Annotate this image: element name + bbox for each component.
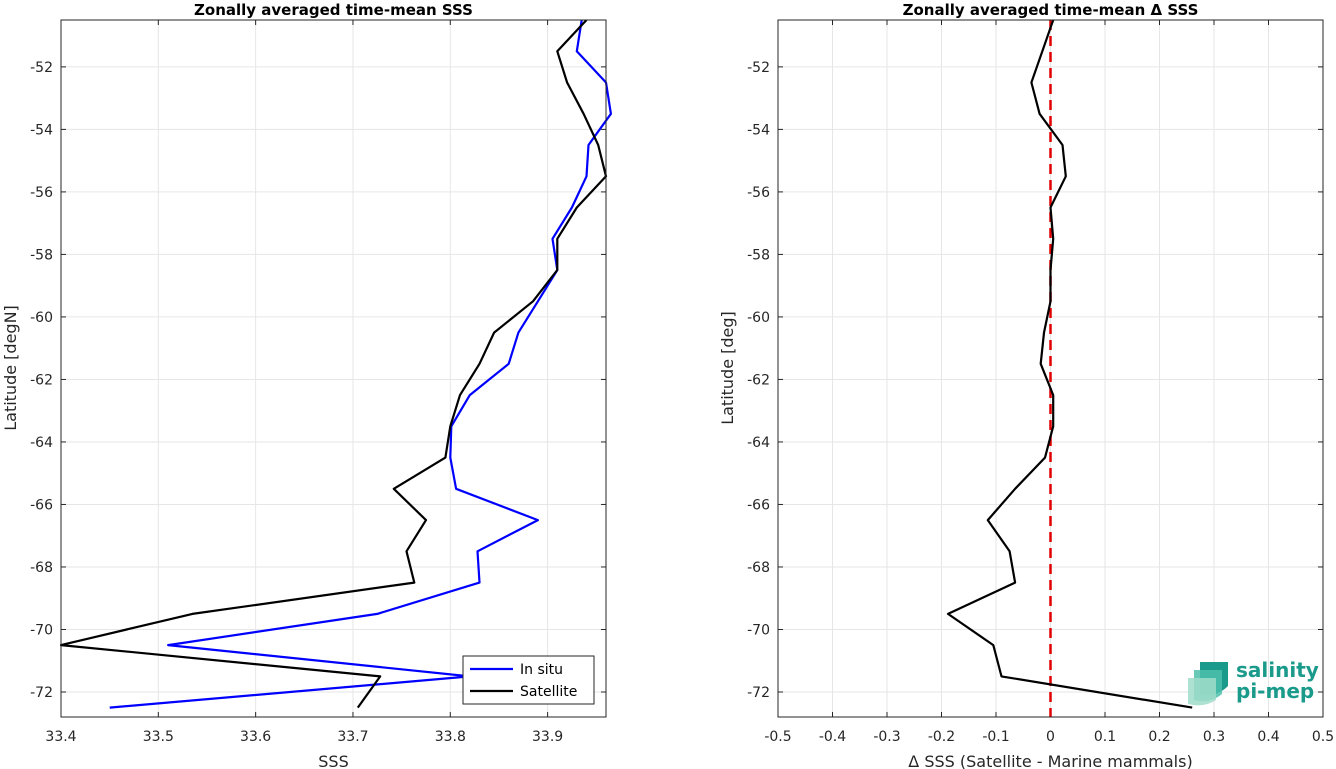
x-tick-label: 0.3 xyxy=(1203,729,1225,745)
x-axis-label: Δ SSS (Satellite - Marine mammals) xyxy=(908,752,1192,769)
x-tick-label: -0.2 xyxy=(928,729,955,745)
x-tick-label: 33.4 xyxy=(45,729,76,745)
y-axis-label: Latitude [degN] xyxy=(1,305,20,431)
legend: In situ Satellite xyxy=(462,655,595,705)
x-tick-label: 33.6 xyxy=(240,729,271,745)
y-tick-label: -70 xyxy=(30,622,53,638)
series-line-satellite xyxy=(59,19,608,709)
x-tick-label: 33.7 xyxy=(337,729,368,745)
y-tick-label: -66 xyxy=(30,497,53,513)
x-tick-label: 0.2 xyxy=(1148,729,1170,745)
logo-line2: pi-mep xyxy=(1236,679,1315,703)
chart-title: Zonally averaged time-mean SSS xyxy=(194,1,473,19)
y-axis-label: Latitude [deg] xyxy=(718,311,737,425)
legend-entry: In situ xyxy=(520,662,563,678)
x-tick-label: 33.5 xyxy=(143,729,174,745)
logo-line1: salinity xyxy=(1236,658,1319,682)
y-tick-label: -52 xyxy=(747,60,770,76)
y-tick-label: -58 xyxy=(747,247,770,263)
x-tick-label: -0.3 xyxy=(873,729,900,745)
y-tick-label: -72 xyxy=(747,685,770,701)
x-tick-label: 0.5 xyxy=(1312,729,1334,745)
x-tick-label: -0.5 xyxy=(764,729,791,745)
sss-panel: 33.4 33.5 33.6 33.7 33.8 33.9 -52 -54 -56 -58 -60 -… xyxy=(1,1,613,769)
x-tick-label: -0.1 xyxy=(982,729,1009,745)
y-tick-label: -70 xyxy=(747,622,770,638)
y-tick-label: -52 xyxy=(30,60,53,76)
y-tick-label: -56 xyxy=(747,185,770,201)
plot-area xyxy=(61,20,606,717)
logo-wave-icon xyxy=(1188,662,1228,706)
y-tick-label: -60 xyxy=(747,310,770,326)
y-tick-label: -58 xyxy=(30,247,53,263)
y-tick-label: -64 xyxy=(30,435,53,451)
x-axis-label: SSS xyxy=(318,752,348,769)
y-tick-label: -72 xyxy=(30,685,53,701)
x-tick-label: 0.1 xyxy=(1094,729,1116,745)
salinity-pi-mep-logo: salinity pi-mep xyxy=(1186,656,1319,706)
y-tick-label: -56 xyxy=(30,185,53,201)
y-tick-label: -62 xyxy=(747,372,770,388)
legend-entry: Satellite xyxy=(520,684,577,700)
y-tick-label: -60 xyxy=(30,310,53,326)
x-tick-label: 0.4 xyxy=(1257,729,1279,745)
legend-box xyxy=(462,655,595,705)
delta-sss-panel: -0.5 -0.4 -0.3 -0.2 -0.1 0 0.1 0.2 0.3 0.4 0.5 -52 -… xyxy=(718,1,1334,769)
y-tick-label: -64 xyxy=(747,435,770,451)
series-line-in-situ xyxy=(109,19,613,709)
y-tick-label: -66 xyxy=(747,497,770,513)
series-line-0 xyxy=(946,19,1193,709)
y-tick-label: -54 xyxy=(30,122,53,138)
x-tick-label: 0 xyxy=(1046,729,1055,745)
x-tick-label: 33.9 xyxy=(532,729,563,745)
axes-frame xyxy=(60,19,607,718)
y-tick-label: -68 xyxy=(747,560,770,576)
x-tick-label: 33.8 xyxy=(435,729,466,745)
axes-frame xyxy=(777,19,1324,718)
y-tick-label: -54 xyxy=(747,122,770,138)
y-tick-label: -68 xyxy=(30,560,53,576)
x-tick-label: -0.4 xyxy=(819,729,846,745)
y-tick-label: -62 xyxy=(30,372,53,388)
chart-title: Zonally averaged time-mean Δ SSS xyxy=(903,1,1199,19)
